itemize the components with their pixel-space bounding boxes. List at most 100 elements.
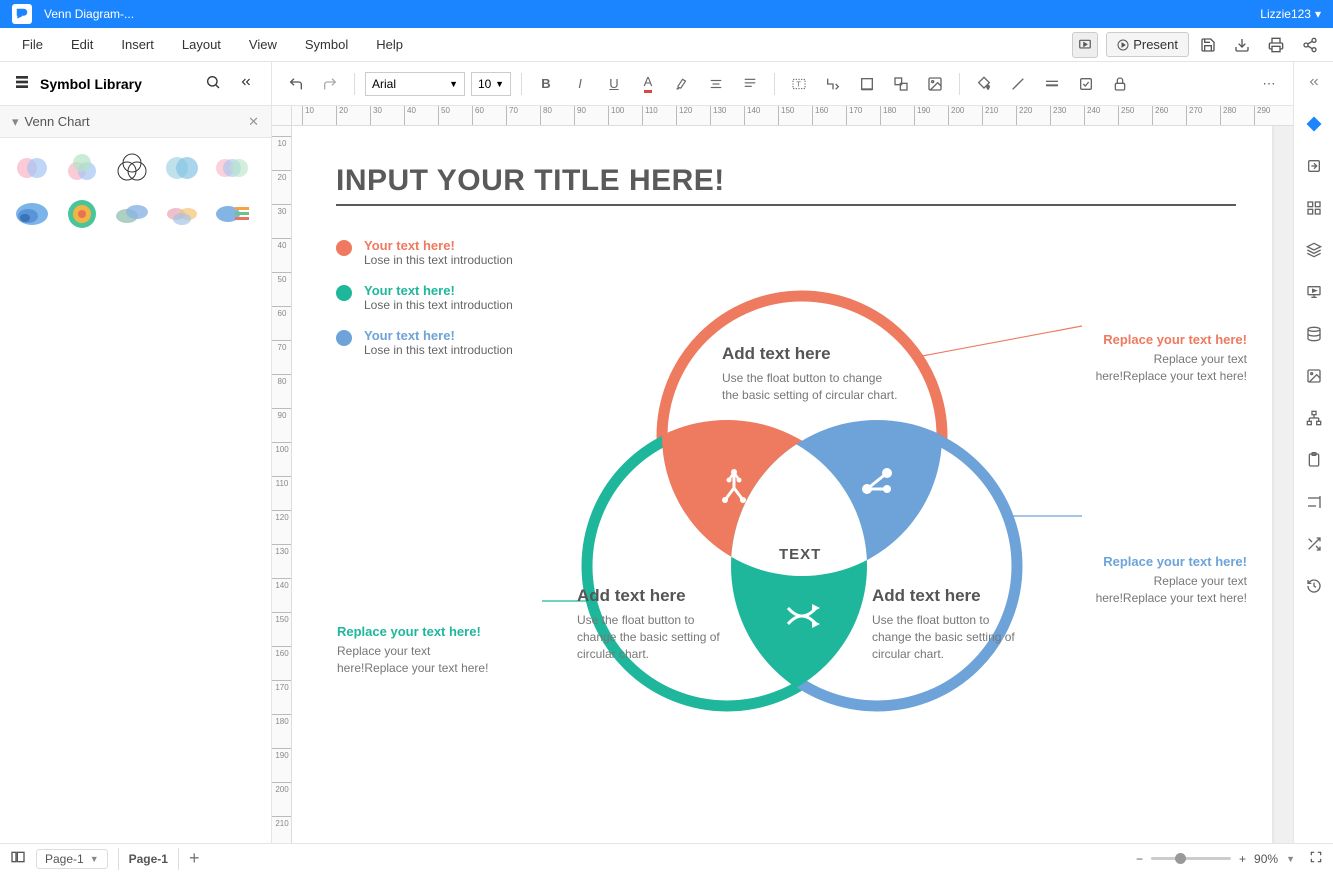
collapse-rail-icon[interactable] xyxy=(1302,70,1326,94)
symbol-venn-3[interactable] xyxy=(112,150,152,186)
symbol-venn-2[interactable] xyxy=(62,150,102,186)
tree-panel-icon[interactable] xyxy=(1302,406,1326,430)
zoom-out-icon[interactable]: − xyxy=(1136,852,1143,866)
connector-icon[interactable] xyxy=(819,70,847,98)
symbol-venn-7[interactable] xyxy=(62,196,102,232)
present-button[interactable]: Present xyxy=(1106,32,1189,57)
zoom-slider[interactable] xyxy=(1151,857,1231,860)
italic-icon[interactable]: I xyxy=(566,70,594,98)
slideshow-icon[interactable] xyxy=(1072,32,1098,58)
zoom-in-icon[interactable]: + xyxy=(1239,852,1246,866)
menu-help[interactable]: Help xyxy=(362,31,417,58)
collapse-sidebar-icon[interactable] xyxy=(235,71,257,96)
user-menu[interactable]: Lizzie123 ▾ xyxy=(1260,7,1321,21)
canvas-area: Arial▼ 10▼ B I U A T ⋯ 102030 xyxy=(272,62,1293,843)
menu-insert[interactable]: Insert xyxy=(107,31,168,58)
align-h-icon[interactable] xyxy=(702,70,730,98)
shuffle-panel-icon[interactable] xyxy=(1302,532,1326,556)
callout-title: Replace your text here! xyxy=(1082,554,1247,569)
search-icon[interactable] xyxy=(201,70,225,97)
shape-panel-icon[interactable] xyxy=(1302,112,1326,136)
legend-item[interactable]: Your text here! Lose in this text introd… xyxy=(336,238,513,267)
circle-heading: Add text here xyxy=(577,586,737,606)
app-logo[interactable] xyxy=(12,4,32,24)
canvas-scroll[interactable]: INPUT YOUR TITLE HERE! Your text here! L… xyxy=(292,126,1293,843)
image-icon[interactable] xyxy=(921,70,949,98)
symbol-venn-9[interactable] xyxy=(162,196,202,232)
menu-file[interactable]: File xyxy=(8,31,57,58)
line-style-icon[interactable] xyxy=(1038,70,1066,98)
lock-icon[interactable] xyxy=(1106,70,1134,98)
menu-symbol[interactable]: Symbol xyxy=(291,31,362,58)
callout-teal[interactable]: Replace your text here! Replace your tex… xyxy=(337,624,502,677)
font-select[interactable]: Arial▼ xyxy=(365,72,465,96)
group-icon[interactable] xyxy=(887,70,915,98)
frame-icon[interactable] xyxy=(853,70,881,98)
chevron-down-icon: ▼ xyxy=(90,854,99,864)
symbol-venn-1[interactable] xyxy=(12,150,52,186)
legend-dot-icon xyxy=(336,285,352,301)
history-panel-icon[interactable] xyxy=(1302,574,1326,598)
fullscreen-icon[interactable] xyxy=(1309,850,1323,867)
legend-title: Your text here! xyxy=(364,328,513,343)
bold-icon[interactable]: B xyxy=(532,70,560,98)
grid-panel-icon[interactable] xyxy=(1302,196,1326,220)
pages-icon[interactable] xyxy=(10,849,26,868)
data-panel-icon[interactable] xyxy=(1302,322,1326,346)
legend-item[interactable]: Your text here! Lose in this text introd… xyxy=(336,328,513,357)
circle-text-top[interactable]: Add text here Use the float button to ch… xyxy=(722,344,902,404)
callout-blue[interactable]: Replace your text here! Replace your tex… xyxy=(1082,554,1247,607)
circle-text-left[interactable]: Add text here Use the float button to ch… xyxy=(577,586,737,662)
image-panel-icon[interactable] xyxy=(1302,364,1326,388)
print-icon[interactable] xyxy=(1261,32,1291,58)
doc-title[interactable]: Venn Diagram-... xyxy=(44,7,134,21)
line-icon[interactable] xyxy=(1004,70,1032,98)
callout-body: Replace your text here!Replace your text… xyxy=(1082,573,1247,607)
legend-title: Your text here! xyxy=(364,283,513,298)
library-icon xyxy=(14,74,30,93)
export-panel-icon[interactable] xyxy=(1302,154,1326,178)
zoom-value[interactable]: 90% xyxy=(1254,852,1278,866)
menu-layout[interactable]: Layout xyxy=(168,31,235,58)
export-icon[interactable] xyxy=(1227,32,1257,58)
underline-icon[interactable]: U xyxy=(600,70,628,98)
font-color-icon[interactable]: A xyxy=(634,70,662,98)
highlight-icon[interactable] xyxy=(668,70,696,98)
section-label: Venn Chart xyxy=(25,114,90,129)
align-panel-icon[interactable] xyxy=(1302,490,1326,514)
save-icon[interactable] xyxy=(1193,32,1223,58)
style-icon[interactable] xyxy=(1072,70,1100,98)
callout-body: Replace your text here!Replace your text… xyxy=(1082,351,1247,385)
canvas-page[interactable]: INPUT YOUR TITLE HERE! Your text here! L… xyxy=(292,126,1272,843)
circle-text-right[interactable]: Add text here Use the float button to ch… xyxy=(872,586,1032,662)
layers-panel-icon[interactable] xyxy=(1302,238,1326,262)
close-section-icon[interactable]: ✕ xyxy=(248,114,259,130)
clipboard-panel-icon[interactable] xyxy=(1302,448,1326,472)
callout-red[interactable]: Replace your text here! Replace your tex… xyxy=(1082,332,1247,385)
sidebar-section[interactable]: ▾ Venn Chart ✕ xyxy=(0,106,271,138)
symbol-venn-6[interactable] xyxy=(12,196,52,232)
redo-icon[interactable] xyxy=(316,70,344,98)
symbol-venn-10[interactable] xyxy=(212,196,252,232)
page-tab[interactable]: Page-1 xyxy=(118,848,179,870)
textbox-icon[interactable]: T xyxy=(785,70,813,98)
font-size: 10 xyxy=(478,77,491,91)
title-underline xyxy=(336,204,1236,206)
symbol-venn-4[interactable] xyxy=(162,150,202,186)
share-icon[interactable] xyxy=(1295,32,1325,58)
size-select[interactable]: 10▼ xyxy=(471,72,511,96)
page-select[interactable]: Page-1 ▼ xyxy=(36,849,108,869)
venn-center-label[interactable]: TEXT xyxy=(779,546,821,563)
legend-item[interactable]: Your text here! Lose in this text introd… xyxy=(336,283,513,312)
symbol-venn-8[interactable] xyxy=(112,196,152,232)
undo-icon[interactable] xyxy=(282,70,310,98)
align-v-icon[interactable] xyxy=(736,70,764,98)
page-title[interactable]: INPUT YOUR TITLE HERE! xyxy=(336,164,725,198)
symbol-venn-5[interactable] xyxy=(212,150,252,186)
fill-icon[interactable] xyxy=(970,70,998,98)
more-icon[interactable]: ⋯ xyxy=(1255,70,1283,98)
menu-edit[interactable]: Edit xyxy=(57,31,107,58)
add-page-icon[interactable]: + xyxy=(189,848,200,869)
menu-view[interactable]: View xyxy=(235,31,291,58)
present-panel-icon[interactable] xyxy=(1302,280,1326,304)
